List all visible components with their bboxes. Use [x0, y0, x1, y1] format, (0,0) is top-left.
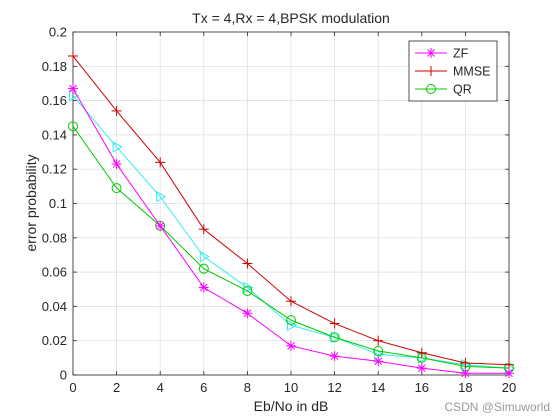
marker-stroke — [374, 357, 383, 366]
legend-swatch-marker — [426, 66, 436, 76]
data-point-marker — [198, 282, 209, 293]
marker-stroke — [243, 309, 252, 318]
x-tick-label: 12 — [327, 380, 341, 395]
x-tick-label: 14 — [371, 380, 385, 395]
y-tick-label: 0.06 — [42, 265, 67, 280]
y-tick-label: 0.08 — [42, 230, 67, 245]
data-point-marker — [199, 250, 210, 263]
y-tick-label: 0.04 — [42, 299, 67, 314]
data-point-marker — [417, 351, 428, 364]
watermark-text: CSDN @Simuworld — [444, 400, 550, 414]
data-point-marker — [198, 263, 209, 274]
data-point-marker — [287, 319, 297, 332]
data-point-marker — [416, 363, 427, 374]
data-point-marker — [330, 331, 341, 344]
legend-label: ZF — [453, 47, 469, 61]
data-point-marker — [460, 357, 471, 368]
y-tick-label: 0 — [60, 368, 67, 383]
series-unlabeled — [69, 89, 515, 375]
x-tick-label: 0 — [69, 380, 76, 395]
x-tick-label: 2 — [113, 380, 120, 395]
data-point-marker — [111, 183, 122, 194]
data-point-marker — [329, 318, 340, 329]
legend-swatch-marker — [426, 84, 436, 94]
marker-stroke — [287, 341, 295, 350]
series-lines — [68, 51, 515, 379]
data-point-marker — [68, 121, 78, 132]
y-tick-label: 0.12 — [42, 162, 67, 177]
data-point-marker — [286, 296, 296, 307]
legend-swatch-marker — [426, 48, 436, 58]
y-tick-label: 0.16 — [42, 93, 67, 108]
data-point-marker — [416, 347, 427, 358]
legend-item: MMSE — [415, 65, 491, 79]
legend-label: MMSE — [453, 65, 491, 79]
data-point-marker — [242, 258, 253, 269]
legend-item: ZF — [415, 47, 469, 61]
data-point-marker — [69, 89, 79, 102]
data-point-marker — [504, 368, 514, 379]
data-point-marker — [373, 335, 384, 346]
x-tick-label: 20 — [502, 380, 516, 395]
data-point-marker — [68, 83, 78, 94]
data-point-marker — [373, 345, 384, 356]
y-tick-label: 0.2 — [49, 25, 67, 40]
data-point-marker — [112, 141, 123, 153]
marker-stroke — [505, 369, 513, 378]
marker-stroke — [427, 49, 435, 57]
series-line — [72, 126, 510, 369]
y-tick-label: 0.1 — [49, 196, 67, 211]
x-axis-label: Eb/No in dB — [254, 398, 329, 414]
data-point-marker — [242, 308, 253, 319]
marker-stroke — [69, 84, 77, 93]
marker-stroke — [330, 352, 339, 360]
data-point-marker — [373, 356, 384, 367]
x-tick-label: 18 — [458, 380, 472, 395]
data-point-marker — [156, 190, 167, 203]
marker-stroke — [461, 369, 470, 378]
data-point-marker — [286, 315, 296, 326]
x-tick-label: 16 — [415, 380, 429, 395]
marker-stroke — [417, 364, 426, 372]
y-tick-label: 0.02 — [42, 333, 67, 348]
legend: ZF MMSE QR — [408, 40, 498, 102]
data-point-marker — [155, 157, 166, 168]
data-point-marker — [286, 340, 296, 351]
series-mmse — [68, 51, 514, 370]
marker-stroke — [199, 283, 208, 292]
data-point-marker — [111, 159, 122, 170]
marker-stroke — [112, 160, 121, 168]
data-point-marker — [155, 220, 166, 231]
x-tick-label: 8 — [244, 380, 251, 395]
data-point-marker — [242, 285, 253, 296]
series-line — [72, 95, 510, 369]
data-point-marker — [329, 332, 340, 343]
data-point-marker — [111, 105, 122, 116]
chart-title: Tx = 4,Rx = 4,BPSK modulation — [192, 10, 390, 26]
data-point-marker — [460, 368, 471, 379]
x-tick-label: 4 — [157, 380, 164, 395]
y-tick-label: 0.18 — [42, 59, 67, 74]
y-tick-label: 0.14 — [42, 127, 67, 142]
x-tick-label: 10 — [284, 380, 298, 395]
legend-item: QR — [415, 83, 472, 97]
data-point-marker — [329, 351, 340, 362]
y-axis-label: error probability — [23, 154, 39, 251]
marker-stroke — [156, 221, 165, 230]
axis-ticks: 0 2 4 6 8 10 12 14 16 18 20 0 0.02 0.04 0.06 0.08 0.1 0.1… — [42, 25, 517, 396]
data-point-marker — [68, 51, 78, 62]
data-point-marker — [504, 359, 514, 370]
x-tick-label: 6 — [200, 380, 207, 395]
series-zf — [68, 83, 514, 379]
legend-label: QR — [453, 83, 472, 97]
data-point-marker — [198, 224, 209, 235]
